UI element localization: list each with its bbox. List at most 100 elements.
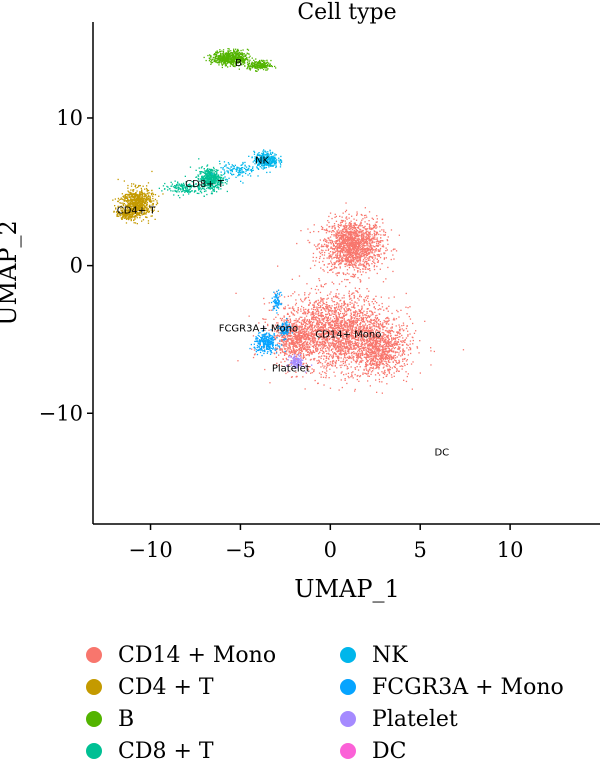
data-point (296, 342, 299, 344)
data-point (348, 347, 350, 349)
data-point (319, 321, 321, 323)
data-point (350, 262, 352, 264)
data-point (324, 283, 326, 286)
data-point (335, 235, 337, 238)
data-point (302, 336, 304, 339)
data-point (346, 330, 348, 332)
data-point (372, 337, 375, 340)
data-point (390, 345, 392, 347)
data-point (355, 354, 357, 356)
data-point (298, 336, 301, 338)
data-point (366, 237, 368, 240)
data-point (337, 350, 339, 352)
data-point (383, 326, 385, 328)
data-point (312, 345, 315, 347)
data-point (315, 318, 317, 320)
data-point (368, 253, 371, 255)
data-point (391, 312, 393, 315)
data-point (330, 317, 332, 319)
data-point (392, 319, 395, 321)
data-point (320, 329, 322, 331)
data-point (334, 327, 336, 330)
data-point (350, 326, 352, 328)
data-point (319, 322, 322, 324)
data-point (365, 317, 368, 319)
data-point (364, 248, 366, 250)
data-point (321, 338, 323, 341)
data-point (390, 330, 392, 332)
data-point (358, 326, 360, 328)
data-point (369, 339, 371, 341)
data-point (363, 301, 366, 303)
data-point (374, 374, 377, 376)
data-point (349, 244, 352, 246)
data-point (340, 245, 343, 247)
data-point (405, 306, 407, 308)
data-point (390, 349, 393, 351)
data-point (374, 349, 376, 351)
data-point (382, 346, 384, 349)
data-point (340, 306, 342, 308)
data-point (389, 332, 391, 334)
data-point (363, 244, 366, 247)
data-point (408, 315, 410, 318)
data-point (347, 346, 349, 348)
data-point (362, 328, 364, 331)
data-point (363, 244, 365, 246)
data-point (312, 337, 314, 339)
data-point (355, 321, 357, 324)
data-point (379, 341, 381, 343)
data-point (394, 334, 396, 336)
data-point (367, 262, 369, 265)
data-point (287, 318, 289, 320)
data-point (382, 349, 384, 351)
data-point (372, 339, 374, 341)
data-point (315, 348, 317, 350)
data-point (367, 237, 369, 239)
data-point (354, 273, 357, 276)
data-point (375, 339, 377, 341)
data-point (348, 325, 350, 327)
data-point (373, 227, 375, 229)
data-point (337, 322, 339, 325)
data-point (376, 367, 378, 369)
data-point (355, 326, 357, 328)
data-point (345, 342, 347, 344)
data-point (381, 351, 384, 353)
data-point (305, 338, 307, 340)
data-point (369, 224, 371, 226)
data-point (375, 224, 377, 226)
data-point (362, 268, 364, 270)
data-point (343, 329, 345, 331)
data-point (371, 237, 373, 240)
data-point (314, 357, 316, 360)
data-point (359, 244, 361, 247)
data-point (309, 322, 311, 324)
data-point (283, 321, 285, 323)
data-point (358, 327, 360, 329)
data-point (351, 237, 353, 240)
data-point (369, 327, 371, 330)
data-point (352, 335, 354, 337)
data-point (346, 236, 348, 238)
data-point (381, 218, 383, 221)
data-point (329, 236, 332, 238)
data-point (377, 245, 379, 247)
data-point (402, 349, 404, 351)
data-point (336, 348, 338, 350)
data-point (385, 278, 387, 280)
data-point (334, 296, 337, 298)
data-point (374, 236, 376, 238)
data-point (375, 221, 377, 223)
data-point (376, 272, 378, 275)
data-point (390, 329, 392, 331)
data-point (351, 257, 353, 259)
data-point (272, 306, 274, 308)
data-point (356, 317, 358, 320)
data-point (358, 231, 360, 233)
data-point (351, 317, 353, 319)
data-point (343, 319, 345, 321)
data-point (351, 326, 354, 328)
data-point (275, 351, 278, 353)
data-point (347, 242, 349, 244)
